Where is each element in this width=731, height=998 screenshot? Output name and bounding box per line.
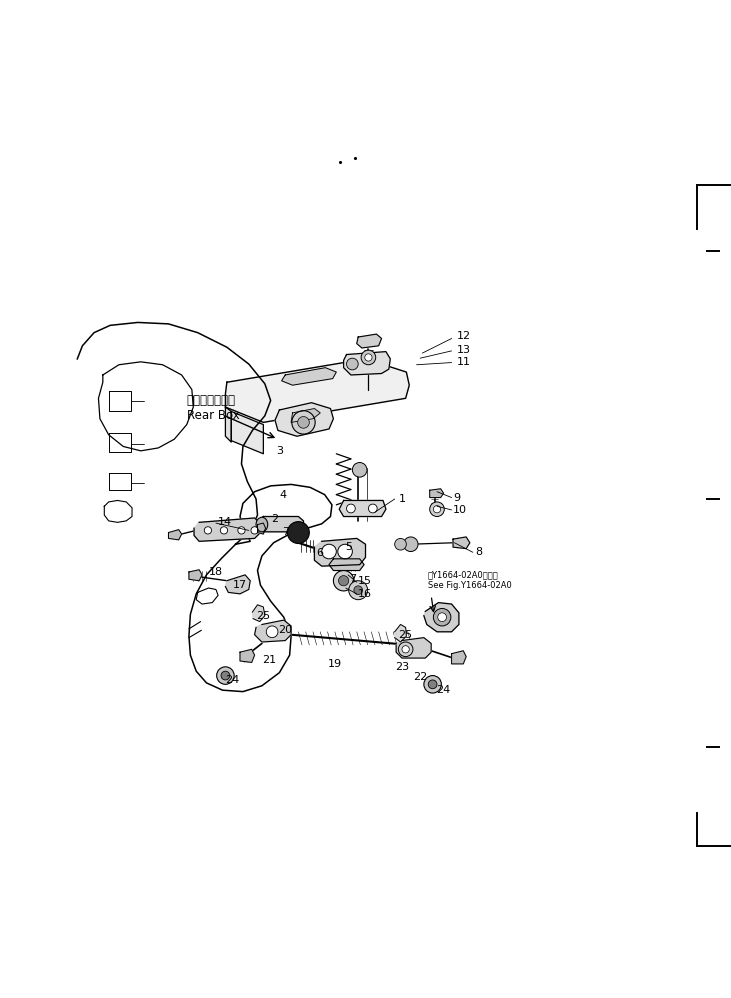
Text: 19: 19 [327, 659, 341, 669]
Text: 5: 5 [345, 542, 352, 552]
Text: 13: 13 [457, 345, 471, 355]
Polygon shape [344, 351, 390, 375]
Text: 10: 10 [453, 505, 467, 515]
Circle shape [238, 527, 245, 534]
Polygon shape [357, 334, 382, 348]
Circle shape [216, 667, 234, 685]
Polygon shape [281, 367, 336, 385]
Polygon shape [452, 651, 466, 664]
Circle shape [368, 504, 377, 513]
Circle shape [346, 358, 358, 370]
Text: 1: 1 [398, 494, 405, 504]
Text: 14: 14 [218, 517, 232, 527]
Ellipse shape [256, 517, 268, 532]
Text: 3: 3 [276, 446, 284, 456]
Polygon shape [395, 625, 406, 642]
Text: 22: 22 [413, 672, 427, 682]
Text: 17: 17 [232, 580, 247, 590]
Text: 12: 12 [457, 331, 471, 341]
Circle shape [438, 613, 447, 622]
Circle shape [424, 676, 442, 693]
Text: 6: 6 [316, 548, 323, 558]
Text: 20: 20 [278, 626, 292, 636]
Text: 7: 7 [349, 574, 357, 584]
Circle shape [433, 609, 451, 626]
Polygon shape [257, 523, 265, 534]
Text: 2: 2 [270, 514, 278, 524]
Text: 25: 25 [256, 611, 270, 621]
Circle shape [333, 571, 354, 591]
Circle shape [398, 642, 413, 657]
Text: 21: 21 [262, 655, 276, 665]
Circle shape [349, 581, 368, 600]
Polygon shape [430, 489, 444, 498]
Polygon shape [240, 650, 254, 663]
Circle shape [251, 527, 258, 534]
Text: 8: 8 [475, 547, 482, 557]
Polygon shape [329, 559, 364, 571]
Polygon shape [275, 402, 333, 436]
Circle shape [266, 626, 278, 638]
Polygon shape [189, 570, 202, 581]
Text: 24: 24 [225, 675, 240, 685]
Circle shape [338, 576, 349, 586]
Text: 15: 15 [358, 577, 372, 587]
Polygon shape [169, 530, 181, 540]
Text: 18: 18 [208, 567, 223, 577]
Circle shape [402, 646, 409, 653]
Circle shape [433, 506, 441, 513]
Text: リヤーボックス
Rear Box: リヤーボックス Rear Box [186, 394, 240, 422]
Circle shape [365, 354, 372, 361]
Polygon shape [194, 518, 260, 541]
Circle shape [352, 462, 367, 477]
Circle shape [220, 527, 227, 534]
Text: 25: 25 [398, 630, 412, 640]
Text: 第Y1664-02A0図参照
See Fig.Y1664-02A0: 第Y1664-02A0図参照 See Fig.Y1664-02A0 [428, 571, 511, 590]
Polygon shape [225, 575, 250, 594]
Circle shape [404, 537, 418, 552]
Circle shape [221, 672, 230, 680]
Circle shape [430, 502, 444, 517]
Circle shape [338, 544, 352, 559]
Polygon shape [314, 538, 366, 566]
Text: 23: 23 [395, 662, 409, 672]
Polygon shape [254, 620, 291, 642]
Circle shape [346, 504, 355, 513]
Circle shape [354, 586, 363, 595]
Text: 16: 16 [358, 589, 372, 599]
Polygon shape [396, 638, 431, 658]
Text: 7: 7 [281, 527, 289, 537]
Circle shape [292, 411, 315, 434]
Polygon shape [225, 407, 231, 442]
Text: 24: 24 [436, 686, 450, 696]
Circle shape [204, 527, 211, 534]
Polygon shape [291, 408, 320, 422]
Polygon shape [424, 603, 459, 632]
Polygon shape [339, 500, 386, 517]
Polygon shape [252, 605, 265, 622]
Polygon shape [259, 517, 303, 532]
Polygon shape [231, 411, 263, 454]
Circle shape [298, 416, 309, 428]
Circle shape [428, 680, 437, 689]
Circle shape [287, 522, 309, 544]
Circle shape [361, 350, 376, 364]
Circle shape [395, 538, 406, 550]
Text: 11: 11 [457, 357, 471, 367]
Polygon shape [453, 537, 470, 549]
Text: 4: 4 [279, 490, 287, 500]
Polygon shape [225, 359, 409, 422]
Circle shape [322, 544, 336, 559]
Text: 9: 9 [453, 493, 461, 503]
